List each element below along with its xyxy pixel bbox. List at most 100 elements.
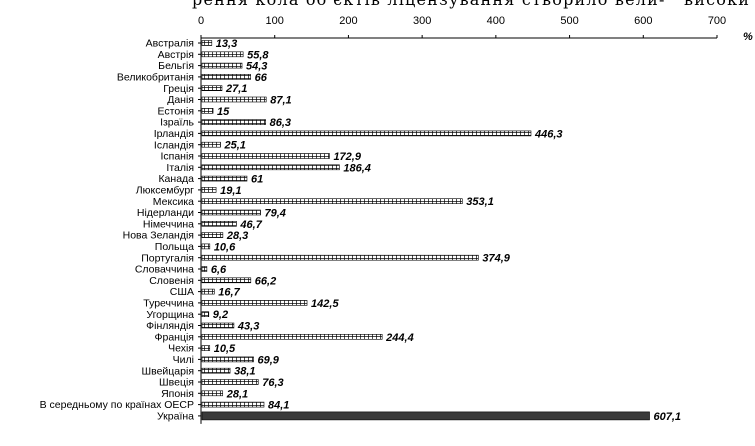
x-tick-label: 0 [198,15,204,27]
bar [201,119,266,125]
value-label: 28,3 [226,230,248,242]
category-label: Чехія [168,343,194,355]
category-labels: АвстраліяАвстріяБельгіяВеликобританіяГре… [40,38,195,423]
value-label: 28,1 [226,388,248,400]
value-label: 86,3 [270,117,291,129]
value-label: 66,2 [255,275,276,287]
category-label: Бельгія [158,60,194,72]
value-label: 38,1 [234,366,255,378]
bar [201,322,235,329]
x-tick-label: 300 [413,15,431,27]
category-label: В середньому по країнах ОЕСР [40,399,194,411]
bar [201,277,252,284]
bar [201,221,237,227]
bar [201,51,244,58]
category-label: Великобританія [117,72,194,84]
page-text-right: високи [684,0,750,9]
bar [201,40,213,46]
value-label: 43,3 [237,321,259,333]
category-label: Естонія [158,105,194,117]
value-label: 66 [255,72,268,84]
bar [201,333,383,340]
category-label: Люксембург [136,185,194,197]
value-label: 6,6 [211,264,227,276]
bar [201,209,261,216]
value-label: 27,1 [225,83,247,95]
category-label: Швеція [159,377,194,389]
category-label: Фінляндія [146,320,194,332]
category-label: Канада [158,173,194,185]
value-label: 15 [217,106,230,118]
value-label: 142,5 [311,298,339,310]
category-label: Ірландія [154,128,194,140]
value-label: 244,4 [385,332,414,344]
value-label: 10,6 [214,241,236,253]
value-label: 84,1 [268,400,289,412]
bar [201,153,330,159]
value-label: 9,2 [213,309,228,321]
category-label: Греція [163,83,194,95]
x-tick-label: 400 [487,15,505,27]
value-label: 186,4 [343,162,371,174]
bar [201,243,211,250]
value-label: 61 [251,174,263,186]
category-label: Швейцарія [142,365,195,377]
bar [201,367,231,374]
bar [201,254,479,261]
bar [201,198,463,204]
category-label: Туреччина [143,298,194,310]
value-label: 10,5 [214,343,236,355]
bar [201,141,221,148]
bar [201,187,217,193]
bar [201,300,308,306]
value-label: 446,3 [534,128,563,140]
category-label: Чилі [173,354,194,366]
bar [201,379,259,385]
value-label: 607,1 [654,411,682,423]
category-label: Австрія [158,49,194,61]
value-label: 353,1 [466,196,494,208]
value-label: 54,3 [246,61,267,73]
x-tick-label: 600 [634,15,652,27]
x-axis: 0 100 200 300 400 500 600 700% [198,15,753,424]
value-label: 13,3 [216,38,237,50]
value-label: 69,9 [258,354,280,366]
value-label: 87,1 [270,95,291,107]
bar [201,345,211,351]
bar [201,356,254,363]
bar [201,266,208,272]
category-label: Словаччина [135,264,194,276]
category-label: Угорщина [146,309,194,321]
x-axis-unit: % [743,31,753,43]
x-tick-label: 700 [708,15,726,27]
category-label: Італія [166,162,194,174]
bar [201,74,251,80]
value-labels: 13,3 55,854,366 27,1 87,1 15 86,3 446,3 25,1 172… [211,38,681,423]
bars [201,40,650,421]
bar [201,311,210,318]
value-label: 76,3 [262,377,283,389]
bar [201,108,214,114]
category-label: США [170,286,194,298]
bar-ukraine [201,411,650,421]
value-label: 16,7 [218,287,240,299]
page-text-left: рення кола об'єктів ліцензування створил… [192,0,666,9]
category-label: Японія [161,388,194,400]
value-label: 79,4 [265,208,286,220]
bar [201,390,224,397]
bar [201,62,243,69]
value-label: 374,9 [482,253,510,265]
bar [201,96,267,103]
bar [201,232,224,238]
value-label: 172,9 [333,151,361,163]
category-label: Ізраїль [160,117,194,129]
x-tick-label: 100 [266,15,284,27]
category-label: Австралія [146,38,194,50]
category-label: Франція [155,331,195,343]
category-label: Данія [167,94,194,106]
bar [201,164,340,171]
bar [201,288,215,295]
category-label: Іспанія [160,151,194,163]
category-label: Нідерланди [137,207,194,219]
category-label: Польща [155,241,194,253]
